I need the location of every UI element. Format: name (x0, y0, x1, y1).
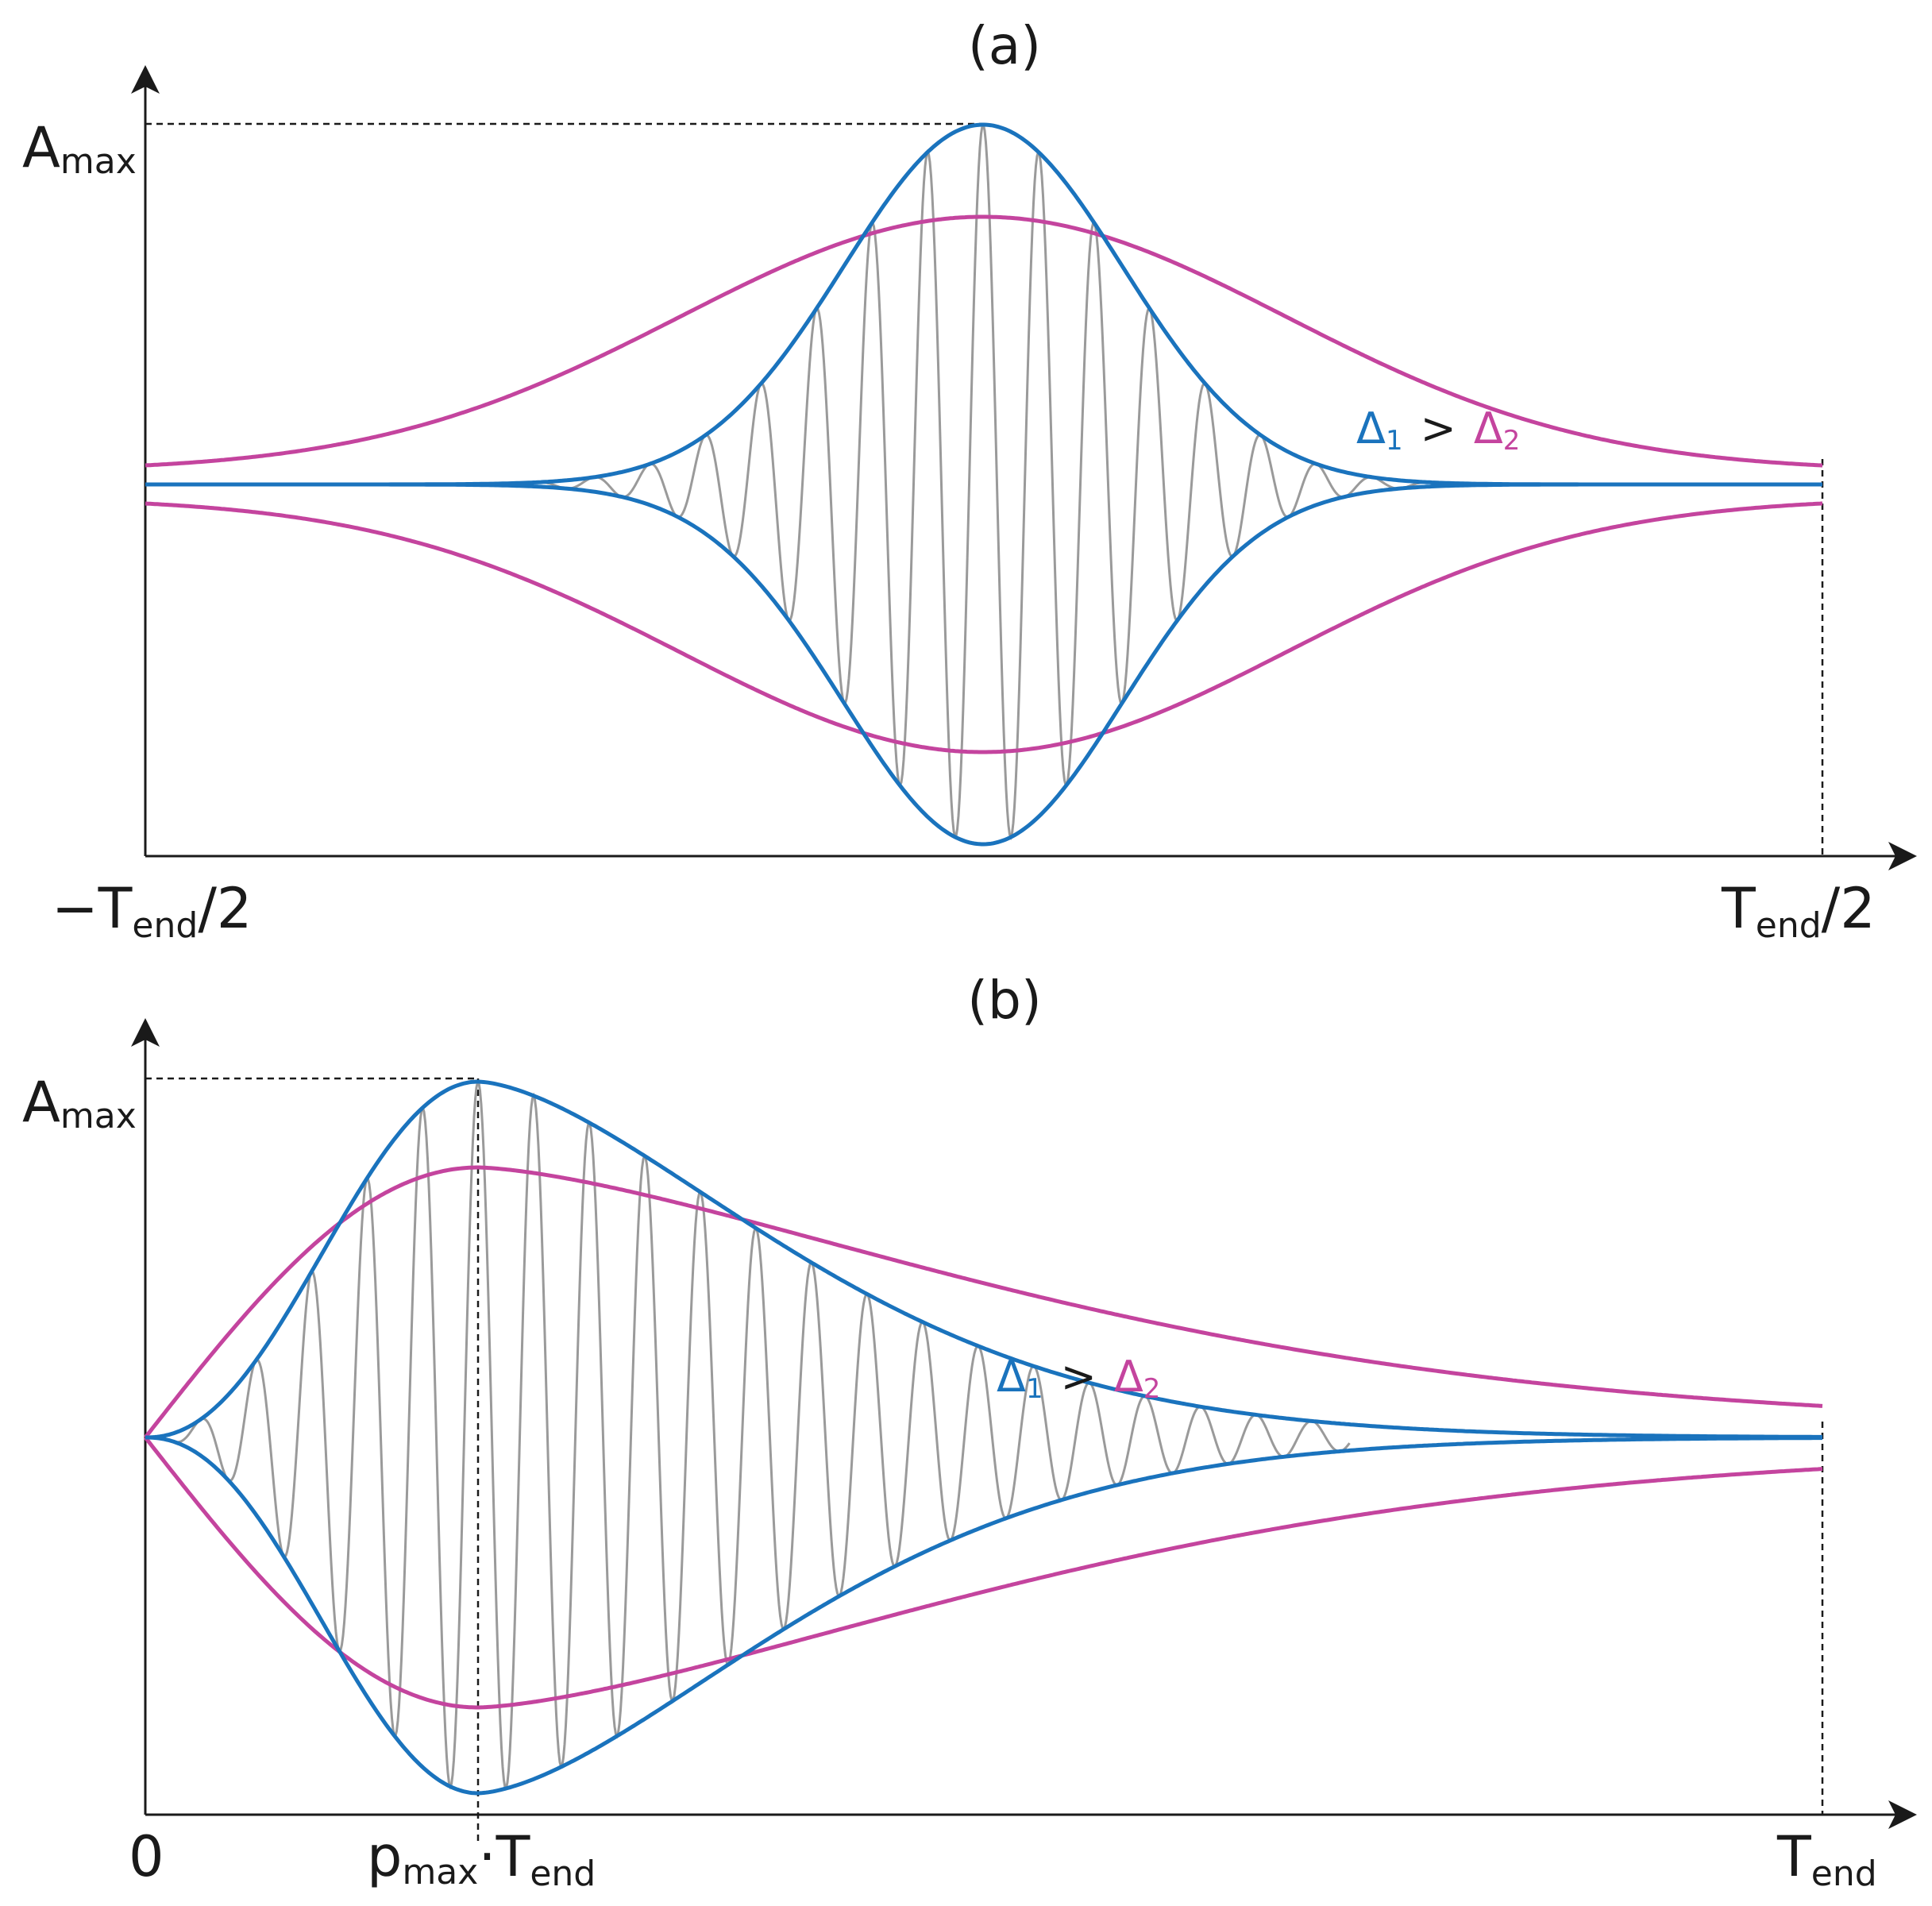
panel-b-delta2-sub: 2 (1143, 1373, 1161, 1405)
panel-a-x-left-prefix: −T (52, 876, 133, 941)
panel-a: (a) Amax −Tend/2 Tend/2 Δ1 > Δ2 (22, 15, 1917, 946)
panel-b-x-peak-label: pmax·Tend (367, 1824, 596, 1894)
panel-b-x-peak-dot: ·T (478, 1824, 530, 1889)
panel-a-delta2-symbol: Δ (1474, 403, 1503, 453)
panel-b-envelope-delta1-upper (145, 1079, 1822, 1440)
panel-b-x-origin-label: 0 (129, 1824, 164, 1889)
panel-a-x-left-suffix: /2 (198, 876, 252, 941)
panel-b-annotation: Δ1 > Δ2 (997, 1352, 1160, 1405)
panel-a-x-right-prefix: T (1721, 876, 1756, 941)
panel-b-y-label-main: A (22, 1070, 60, 1135)
panel-b-y-label: Amax (22, 1070, 137, 1136)
panel-a-y-label-sub: max (60, 141, 137, 182)
panel-a-title: (a) (968, 15, 1041, 76)
panel-b-x-right-label: Tend (1776, 1824, 1877, 1894)
panel-b-delta1-symbol: Δ (997, 1352, 1026, 1402)
panel-b-envelope-delta1-lower (145, 1435, 1822, 1796)
panel-b-x-peak-p: p (367, 1824, 402, 1889)
panel-b-relation: > (1061, 1352, 1097, 1402)
panel-b-carrier-wave (145, 1079, 1351, 1790)
panel-b-x-right-sub: end (1811, 1854, 1877, 1894)
panel-a-x-right-suffix: /2 (1822, 876, 1876, 941)
panel-a-envelope-delta1-lower (145, 482, 1822, 847)
panel-a-delta1-symbol: Δ (1356, 403, 1386, 453)
panel-a-delta1-sub: 1 (1386, 425, 1403, 457)
panel-a-x-left-sub: end (132, 905, 198, 946)
panel-b-title: (b) (967, 970, 1041, 1031)
panel-a-envelope-delta2-upper (145, 214, 1823, 468)
panel-a-relation: > (1421, 403, 1456, 453)
panel-b: (b) Amax 0 pmax·Tend Tend Δ1 > Δ2 (22, 970, 1917, 1894)
panel-a-x-right-sub: end (1756, 905, 1822, 946)
panel-a-x-left-label: −Tend/2 (52, 876, 252, 946)
panel-a-carrier-wave (413, 122, 1556, 841)
panel-a-x-right-label: Tend/2 (1721, 876, 1876, 946)
panel-b-delta1-sub: 1 (1026, 1373, 1043, 1405)
panel-b-x-right-prefix: T (1776, 1824, 1811, 1889)
panel-b-x-peak-sub: end (530, 1854, 596, 1894)
panel-b-x-peak-p-sub: max (402, 1852, 478, 1892)
panel-a-delta2-sub: 2 (1503, 425, 1521, 457)
panel-b-y-label-sub: max (60, 1096, 137, 1136)
panel-b-envelope-delta2-upper (144, 1165, 1823, 1439)
panel-a-annotation: Δ1 > Δ2 (1356, 403, 1520, 457)
panel-b-delta2-symbol: Δ (1114, 1352, 1143, 1402)
panel-b-envelope-delta2-lower (144, 1436, 1823, 1710)
panel-a-y-label: Amax (22, 115, 137, 182)
panel-a-envelope-delta2-lower (145, 501, 1823, 754)
panel-a-y-label-main: A (22, 115, 60, 180)
